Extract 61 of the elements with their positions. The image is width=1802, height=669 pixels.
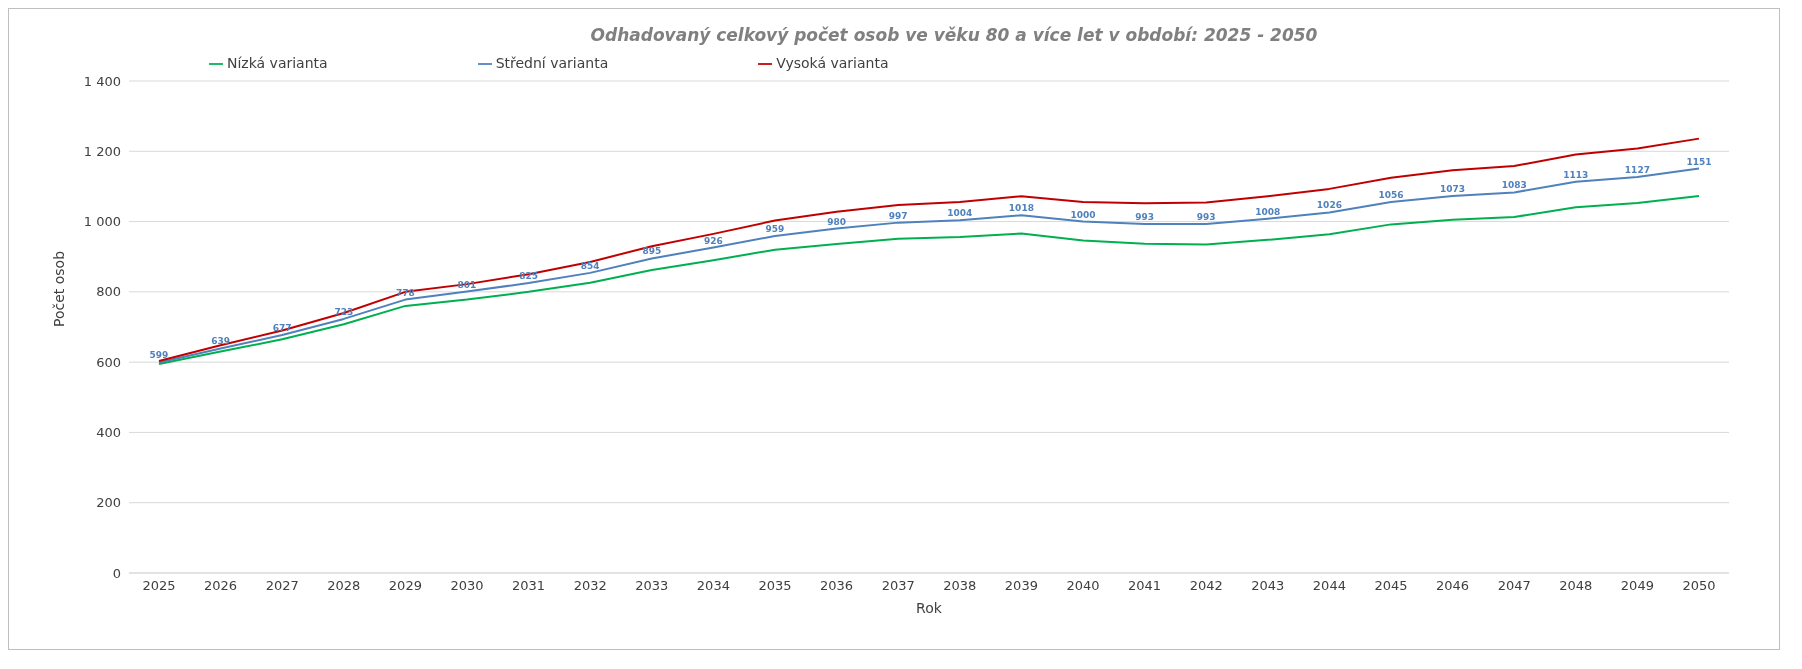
x-tick-label: 2030 <box>450 578 484 594</box>
y-tick-label: 1 000 <box>83 214 121 230</box>
y-tick-label: 1 400 <box>83 73 121 89</box>
y-axis-title: Počet osob <box>50 250 67 327</box>
y-tick-label: 800 <box>96 284 121 300</box>
data-label: 993 <box>1135 212 1154 223</box>
legend-label: Nízká varianta <box>227 55 328 71</box>
x-tick-label: 2045 <box>1374 578 1408 594</box>
x-tick-label: 2037 <box>881 578 915 594</box>
y-tick-label: 200 <box>96 495 121 511</box>
x-tick-label: 2047 <box>1497 578 1531 594</box>
x-tick-label: 2034 <box>696 578 730 594</box>
data-label: 854 <box>580 260 600 271</box>
data-label: 1083 <box>1501 180 1527 191</box>
y-tick-label: 400 <box>96 425 121 441</box>
chart-title: Odhadovaný celkový počet osob ve věku 80 a více let v období: 2025 - 2050 <box>589 24 1319 45</box>
x-axis-title: Rok <box>916 600 943 616</box>
x-tick-label: 2035 <box>758 578 792 594</box>
x-tick-label: 2048 <box>1559 578 1593 594</box>
x-tick-label: 2039 <box>1004 578 1038 594</box>
x-tick-label: 2041 <box>1128 578 1162 594</box>
data-label: 1004 <box>947 208 973 219</box>
x-tick-label: 2032 <box>573 578 607 594</box>
data-label: 1151 <box>1686 156 1712 167</box>
data-label: 997 <box>888 210 908 221</box>
data-label: 1113 <box>1563 169 1589 180</box>
x-tick-label: 2025 <box>142 578 176 594</box>
data-label: 599 <box>149 350 169 361</box>
legend-label: Vysoká varianta <box>776 55 889 71</box>
data-label: 980 <box>827 216 846 227</box>
x-tick-label: 2044 <box>1312 578 1346 594</box>
x-tick-label: 2042 <box>1189 578 1223 594</box>
data-label: 1073 <box>1440 183 1466 194</box>
x-tick-label: 2028 <box>327 578 361 594</box>
data-label: 1008 <box>1255 206 1281 217</box>
x-tick-label: 2033 <box>635 578 669 594</box>
x-tick-label: 2040 <box>1066 578 1100 594</box>
data-label: 639 <box>211 336 230 347</box>
data-label: 1018 <box>1008 203 1034 214</box>
x-tick-label: 2031 <box>512 578 546 594</box>
x-tick-label: 2046 <box>1436 578 1470 594</box>
legend-label: Střední varianta <box>495 55 609 71</box>
x-tick-label: 2043 <box>1251 578 1285 594</box>
data-label: 959 <box>765 223 785 234</box>
data-label: 926 <box>704 235 723 246</box>
data-label: 895 <box>642 246 662 257</box>
x-tick-label: 2036 <box>820 578 854 594</box>
y-tick-label: 1 200 <box>83 143 121 159</box>
x-tick-label: 2027 <box>265 578 299 594</box>
data-label: 993 <box>1196 212 1216 223</box>
y-tick-label: 0 <box>112 565 121 581</box>
x-tick-label: 2050 <box>1682 578 1716 594</box>
data-label: 1056 <box>1378 189 1404 200</box>
data-label: 1000 <box>1070 209 1096 220</box>
x-tick-label: 2026 <box>204 578 238 594</box>
x-tick-label: 2049 <box>1620 578 1654 594</box>
data-label: 1026 <box>1316 200 1342 211</box>
y-tick-label: 600 <box>96 354 121 370</box>
x-tick-label: 2038 <box>943 578 977 594</box>
data-label: 1127 <box>1624 164 1650 175</box>
x-tick-label: 2029 <box>388 578 422 594</box>
